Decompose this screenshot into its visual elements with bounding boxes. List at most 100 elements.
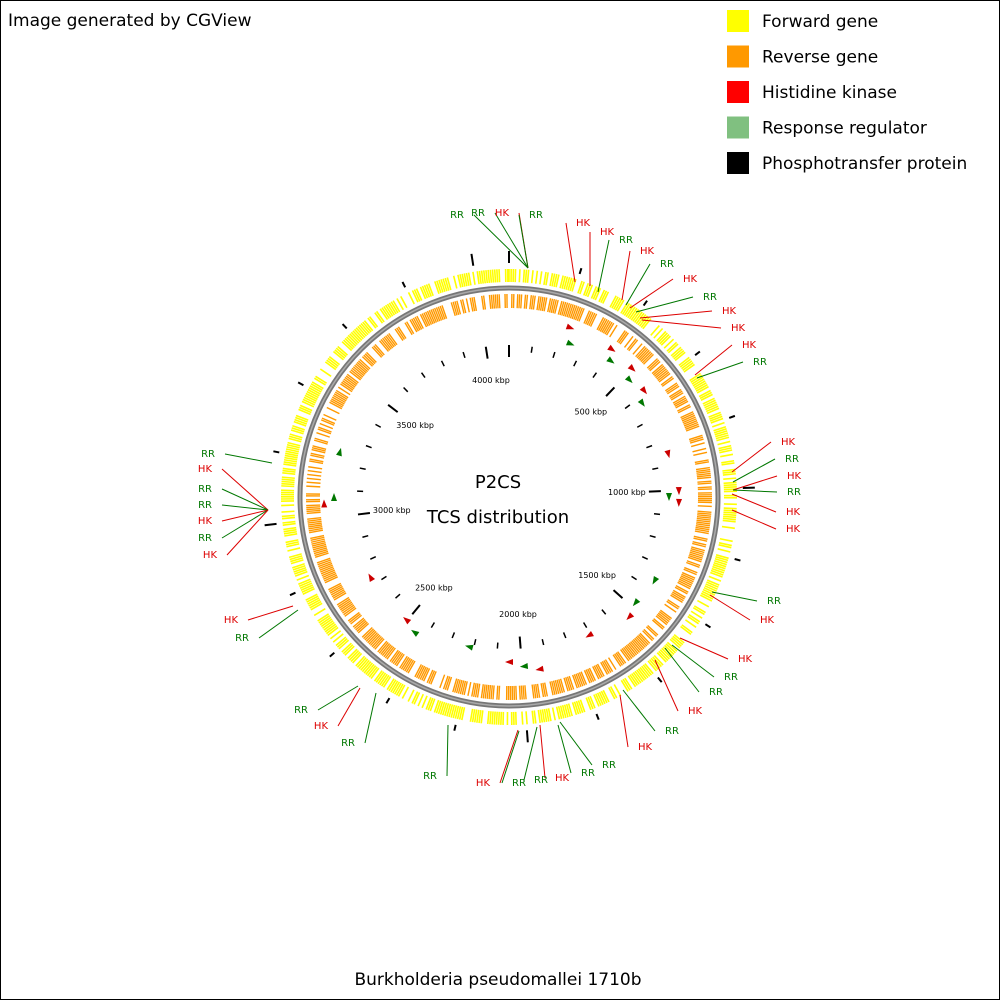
reverse-gene xyxy=(454,301,460,315)
forward-gene xyxy=(295,416,308,423)
forward-gene xyxy=(691,376,704,385)
outer-tick xyxy=(525,730,529,743)
reverse-gene xyxy=(672,591,685,600)
reverse-gene xyxy=(463,681,468,696)
reverse-gene xyxy=(614,653,624,666)
reverse-gene xyxy=(320,567,335,575)
reverse-gene xyxy=(320,419,335,426)
forward-gene xyxy=(323,621,335,631)
reverse-gene xyxy=(642,630,653,642)
forward-gene xyxy=(712,565,725,572)
forward-gene xyxy=(495,711,498,725)
reverse-gene xyxy=(377,640,388,653)
reverse-gene xyxy=(531,684,535,699)
reverse-gene xyxy=(623,335,634,348)
forward-gene xyxy=(719,537,733,543)
forward-gene xyxy=(491,711,494,725)
reverse-gene xyxy=(371,346,383,358)
reverse-gene xyxy=(697,486,712,489)
reverse-gene xyxy=(316,432,330,438)
reverse-gene xyxy=(381,644,392,657)
forward-gene xyxy=(368,666,378,678)
reverse-gene xyxy=(349,370,362,381)
forward-gene xyxy=(693,605,706,614)
reverse-gene xyxy=(670,594,683,603)
forward-gene xyxy=(723,507,737,510)
reverse-gene xyxy=(543,682,549,697)
reverse-gene xyxy=(601,661,610,674)
forward-gene xyxy=(723,486,737,489)
reverse-gene xyxy=(357,623,370,634)
forward-gene xyxy=(448,704,454,718)
forward-gene xyxy=(637,668,647,680)
reverse-gene xyxy=(522,685,525,700)
ruler-tick xyxy=(562,632,567,639)
forward-gene xyxy=(598,289,606,303)
forward-gene xyxy=(355,655,366,667)
forward-gene xyxy=(659,333,670,345)
reverse-gene xyxy=(643,353,654,365)
reverse-gene xyxy=(682,416,696,424)
reverse-gene xyxy=(457,679,463,694)
reverse-gene xyxy=(313,548,328,555)
forward-gene xyxy=(317,613,330,622)
forward-gene xyxy=(555,274,560,288)
reverse-gene xyxy=(680,575,694,583)
reverse-gene xyxy=(599,318,608,332)
reverse-gene xyxy=(688,554,703,561)
forward-gene xyxy=(661,647,672,659)
forward-gene xyxy=(614,298,623,311)
forward-gene xyxy=(419,286,427,300)
forward-gene xyxy=(670,346,682,357)
reverse-gene xyxy=(604,321,613,335)
label-leader xyxy=(226,509,269,556)
reverse-gene xyxy=(389,649,399,662)
forward-gene xyxy=(694,382,707,391)
forward-gene xyxy=(352,652,363,664)
ruler-tick xyxy=(484,346,489,359)
feature-label: RR xyxy=(294,705,308,716)
legend-label: Phosphotransfer protein xyxy=(762,154,967,174)
feature-label: HK xyxy=(203,550,218,561)
forward-gene xyxy=(522,269,526,283)
reverse-gene xyxy=(563,677,569,692)
outer-tick xyxy=(297,381,304,387)
forward-gene xyxy=(555,706,561,720)
label-leader xyxy=(639,310,713,319)
reverse-gene xyxy=(482,295,487,310)
forward-gene xyxy=(641,665,651,677)
forward-gene xyxy=(642,664,653,676)
reverse-gene xyxy=(674,398,688,407)
forward-gene xyxy=(650,325,660,336)
feature-label: HK xyxy=(786,524,801,535)
reverse-gene xyxy=(628,339,639,352)
reverse-gene xyxy=(673,397,687,406)
reverse-gene xyxy=(684,566,698,574)
reverse-gene xyxy=(604,659,614,672)
forward-gene xyxy=(459,274,464,288)
outer-tick xyxy=(704,623,711,629)
forward-gene xyxy=(549,273,554,287)
ruler-tick xyxy=(362,534,369,539)
feature-marker xyxy=(664,449,671,459)
reverse-gene xyxy=(578,308,585,322)
forward-gene xyxy=(307,388,320,397)
forward-gene xyxy=(649,659,659,670)
reverse-gene xyxy=(657,371,670,382)
forward-gene xyxy=(309,600,322,609)
forward-gene xyxy=(702,397,715,405)
reverse-gene xyxy=(696,515,711,519)
reverse-gene xyxy=(364,353,376,365)
reverse-gene xyxy=(306,485,321,488)
label-leader xyxy=(499,729,519,784)
reverse-gene xyxy=(355,620,367,631)
forward-gene xyxy=(306,595,319,603)
forward-gene xyxy=(335,636,347,647)
forward-gene xyxy=(709,415,723,422)
forward-gene xyxy=(609,295,617,308)
forward-gene xyxy=(719,449,733,454)
forward-gene xyxy=(384,304,394,317)
reverse-gene xyxy=(615,652,625,665)
reverse-gene xyxy=(541,297,546,312)
forward-gene xyxy=(710,569,724,576)
